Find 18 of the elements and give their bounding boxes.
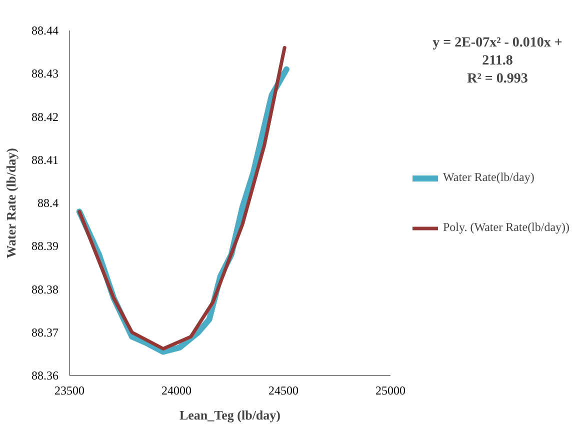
x-tick-label: 23500 bbox=[54, 384, 84, 398]
legend-label: Poly. (Water Rate(lb/day)) bbox=[443, 220, 570, 235]
y-tick-label: 88.42 bbox=[32, 110, 58, 124]
y-tick-label: 88.36 bbox=[32, 368, 58, 382]
y-tick-label: 88.39 bbox=[32, 239, 58, 254]
y-tick-label: 88.4 bbox=[38, 196, 58, 210]
x-tick-label: 25000 bbox=[376, 384, 406, 398]
x-axis-title: Lean_Teg (lb/day) bbox=[179, 408, 281, 422]
x-tick-label: 24000 bbox=[162, 384, 192, 398]
y-tick-label: 88.41 bbox=[32, 152, 58, 167]
y-axis-title: Water Rate (lb/day) bbox=[4, 148, 18, 258]
y-tick-label: 88.44 bbox=[32, 24, 58, 38]
text: y = 2E-07x² - 0.010x + 211.8 R² = 0.993 bbox=[432, 36, 562, 87]
y-tick-label: 88.37 bbox=[32, 325, 58, 340]
legend-label: Water Rate(lb/day) bbox=[443, 170, 534, 185]
y-tick-label: 88.38 bbox=[32, 282, 58, 296]
x-tick-label: 24500 bbox=[268, 384, 298, 398]
y-tick-label: 88.43 bbox=[32, 66, 58, 81]
